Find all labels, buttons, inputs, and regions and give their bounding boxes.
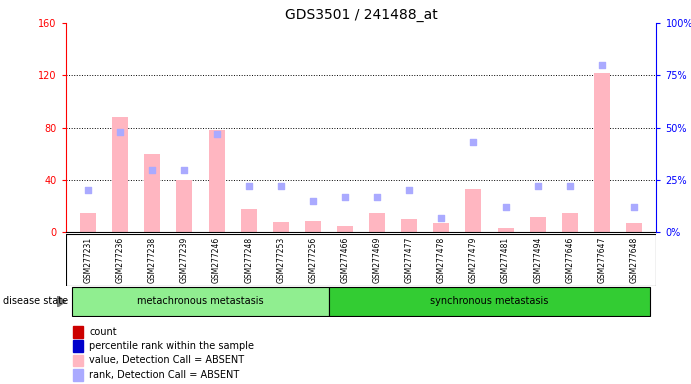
Bar xyxy=(73,326,84,338)
Text: metachronous metastasis: metachronous metastasis xyxy=(138,296,264,306)
Point xyxy=(179,167,190,173)
Title: GDS3501 / 241488_at: GDS3501 / 241488_at xyxy=(285,8,437,22)
Text: GSM277231: GSM277231 xyxy=(84,237,93,283)
Point xyxy=(404,187,415,194)
FancyBboxPatch shape xyxy=(72,287,329,316)
Bar xyxy=(112,117,129,232)
Bar xyxy=(80,213,96,232)
Point xyxy=(436,215,447,221)
Point xyxy=(211,131,222,137)
Bar xyxy=(73,340,84,352)
Bar xyxy=(176,180,193,232)
Bar xyxy=(466,189,482,232)
Bar xyxy=(401,219,417,232)
Point xyxy=(596,62,607,68)
Text: GSM277647: GSM277647 xyxy=(597,237,607,283)
Text: GSM277479: GSM277479 xyxy=(469,237,478,283)
Point xyxy=(500,204,511,210)
Point xyxy=(565,183,576,189)
Text: GSM277466: GSM277466 xyxy=(341,237,350,283)
Bar xyxy=(73,355,84,366)
Bar xyxy=(337,226,353,232)
Bar xyxy=(626,223,642,232)
Text: GSM277494: GSM277494 xyxy=(533,237,542,283)
Text: GSM277253: GSM277253 xyxy=(276,237,285,283)
Bar xyxy=(305,220,321,232)
Point xyxy=(83,187,94,194)
Bar xyxy=(273,222,289,232)
Point xyxy=(339,194,350,200)
Text: GSM277238: GSM277238 xyxy=(148,237,157,283)
Point xyxy=(307,198,319,204)
Text: GSM277481: GSM277481 xyxy=(501,237,510,283)
Text: count: count xyxy=(89,327,117,337)
Point xyxy=(146,167,158,173)
Text: GSM277469: GSM277469 xyxy=(372,237,381,283)
Text: GSM277236: GSM277236 xyxy=(115,237,125,283)
Point xyxy=(115,129,126,135)
Bar xyxy=(144,154,160,232)
Bar xyxy=(73,369,84,381)
Bar xyxy=(594,73,610,232)
Bar xyxy=(498,228,513,232)
Bar xyxy=(433,223,449,232)
Bar xyxy=(209,130,225,232)
Text: synchronous metastasis: synchronous metastasis xyxy=(430,296,549,306)
Bar xyxy=(240,209,256,232)
Text: GSM277478: GSM277478 xyxy=(437,237,446,283)
Text: GSM277477: GSM277477 xyxy=(405,237,414,283)
Text: GSM277646: GSM277646 xyxy=(565,237,574,283)
Text: GSM277239: GSM277239 xyxy=(180,237,189,283)
Text: value, Detection Call = ABSENT: value, Detection Call = ABSENT xyxy=(89,356,245,366)
Text: rank, Detection Call = ABSENT: rank, Detection Call = ABSENT xyxy=(89,370,240,380)
Bar xyxy=(369,213,385,232)
Bar xyxy=(562,213,578,232)
Text: GSM277248: GSM277248 xyxy=(244,237,253,283)
Text: percentile rank within the sample: percentile rank within the sample xyxy=(89,341,254,351)
FancyBboxPatch shape xyxy=(329,287,650,316)
Bar xyxy=(529,217,546,232)
Point xyxy=(628,204,639,210)
Point xyxy=(243,183,254,189)
Point xyxy=(372,194,383,200)
Point xyxy=(532,183,543,189)
Text: GSM277256: GSM277256 xyxy=(308,237,317,283)
Polygon shape xyxy=(57,296,66,307)
Text: disease state: disease state xyxy=(3,296,68,306)
Text: GSM277246: GSM277246 xyxy=(212,237,221,283)
Point xyxy=(468,139,479,146)
Text: GSM277648: GSM277648 xyxy=(630,237,638,283)
Point xyxy=(275,183,286,189)
